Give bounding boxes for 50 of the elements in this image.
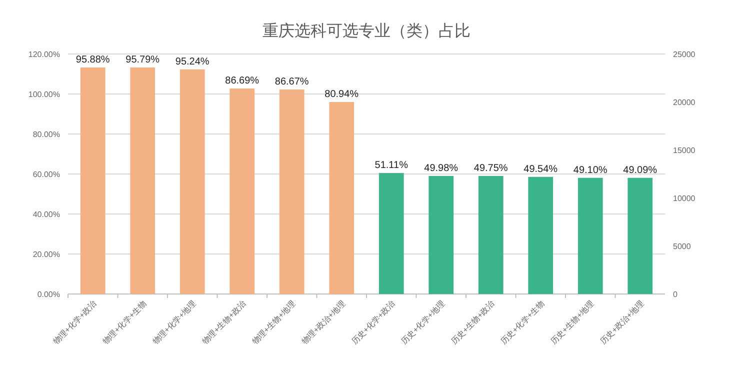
annotation: 49.75%	[474, 162, 508, 174]
x-tick-label: 历史+政治+地理	[598, 299, 646, 346]
y2-tick-label: 20000	[673, 98, 696, 107]
annotation: 80.94%	[324, 89, 359, 100]
y-tick-label: 80.00%	[32, 130, 60, 139]
y-tick-label: 0.00%	[37, 290, 60, 299]
annotation: 51.11%	[374, 160, 408, 172]
annotation: 86.67%	[274, 76, 309, 88]
y-tick-label: 40.00%	[32, 210, 60, 219]
x-tick-label: 历史+生物+地理	[548, 299, 596, 346]
bar	[279, 90, 304, 294]
x-tick-label: 物理+化学+政治	[51, 299, 98, 346]
annotation: 95.24%	[175, 56, 210, 68]
bar	[428, 176, 454, 294]
bar	[628, 178, 653, 294]
annotation: 49.09%	[623, 164, 658, 176]
bar	[180, 69, 205, 294]
x-tick-label: 物理+政治+地理	[300, 299, 348, 346]
annotation: 49.10%	[573, 164, 608, 176]
x-tick-label: 历史+化学+政治	[350, 299, 397, 346]
y2-tick-label: 0	[673, 290, 678, 299]
y-tick-label: 100.00%	[28, 90, 60, 99]
bar	[230, 88, 255, 294]
annotation: 86.69%	[225, 76, 260, 87]
bar	[130, 67, 156, 294]
y2-tick-label: 15000	[673, 146, 696, 155]
y2-tick-label: 10000	[673, 194, 696, 203]
x-tick-label: 物理+化学+生物	[101, 299, 148, 346]
x-tick-label: 物理+化学+地理	[150, 299, 198, 346]
y-tick-label: 120.00%	[28, 50, 60, 59]
y-tick-label: 60.00%	[32, 170, 60, 179]
bar	[80, 67, 106, 294]
bar	[528, 176, 554, 294]
chart-title: 重庆选科可选专业（类）占比	[262, 22, 470, 40]
bar	[578, 178, 603, 294]
y2-tick-label: 25000	[673, 50, 696, 59]
bar	[329, 102, 354, 294]
x-tick-label: 物理+生物+地理	[250, 299, 298, 346]
bar	[478, 176, 504, 294]
y2-tick-label: 5000	[673, 242, 692, 251]
y-tick-label: 20.00%	[32, 250, 60, 259]
annotation: 95.79%	[126, 54, 160, 66]
annotation: 95.88%	[76, 54, 110, 66]
x-tick-label: 历史+化学+地理	[400, 299, 447, 346]
x-tick-label: 物理+生物+政治	[200, 299, 248, 346]
annotation: 49.98%	[424, 162, 458, 174]
bar	[378, 173, 404, 294]
x-tick-label: 历史+化学+生物	[499, 299, 546, 346]
x-tick-label: 历史+生物+政治	[449, 299, 496, 346]
annotation: 49.54%	[524, 164, 558, 175]
